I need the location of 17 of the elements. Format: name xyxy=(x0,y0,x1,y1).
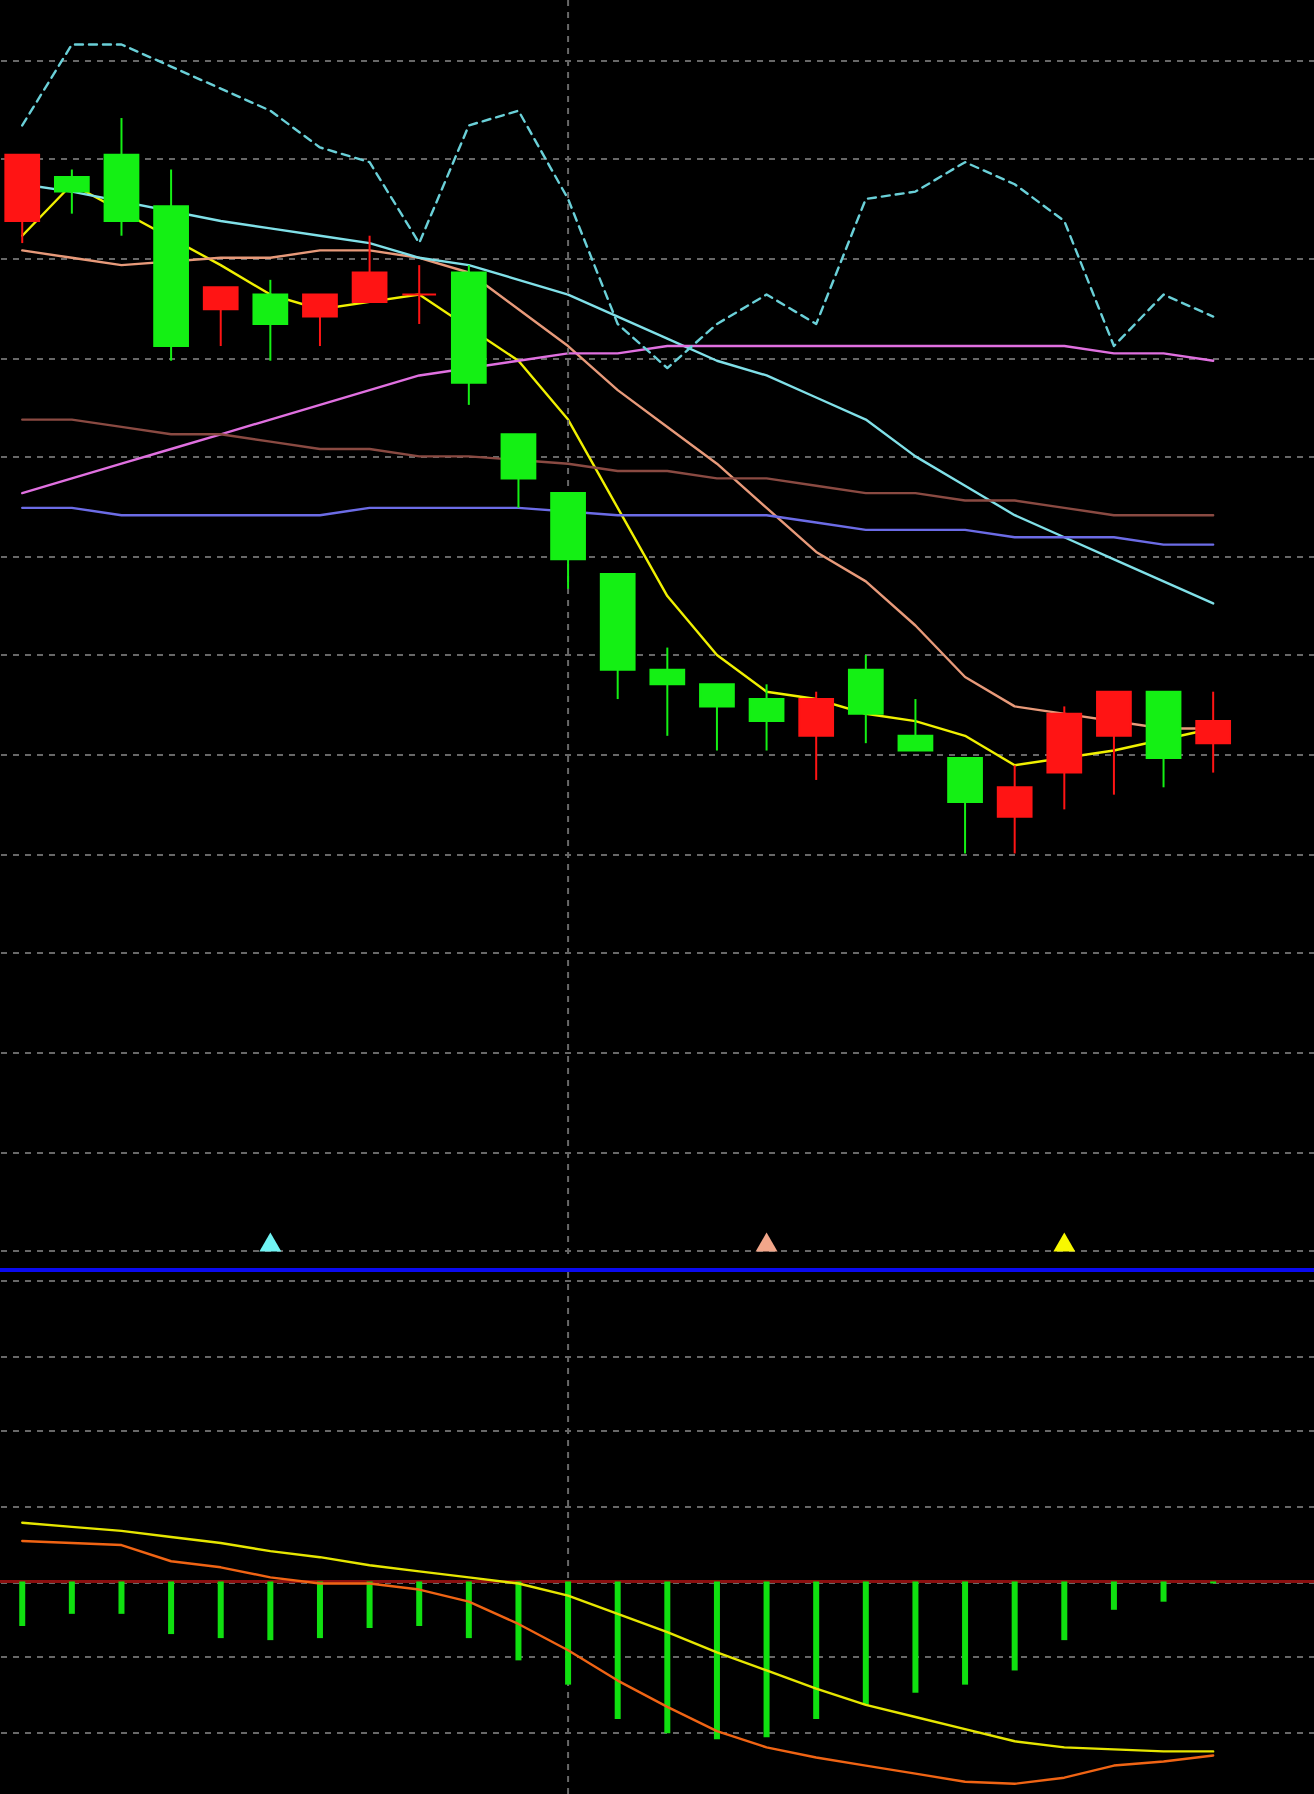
candlestick xyxy=(202,286,239,348)
candlestick xyxy=(649,646,686,737)
candlestick xyxy=(252,278,289,362)
candlestick xyxy=(798,690,835,781)
candlestick xyxy=(500,433,537,509)
candlestick xyxy=(351,234,388,303)
candlestick xyxy=(401,264,438,325)
candlestick xyxy=(302,293,338,348)
candlestick xyxy=(847,653,884,745)
candlestick xyxy=(897,698,934,752)
candlestick xyxy=(1195,690,1232,774)
candlestick xyxy=(996,764,1033,855)
candlestick xyxy=(947,756,983,855)
candlestick xyxy=(699,683,735,752)
candlestick xyxy=(748,683,785,752)
candlestick xyxy=(1096,690,1132,796)
candlestick xyxy=(53,168,90,215)
